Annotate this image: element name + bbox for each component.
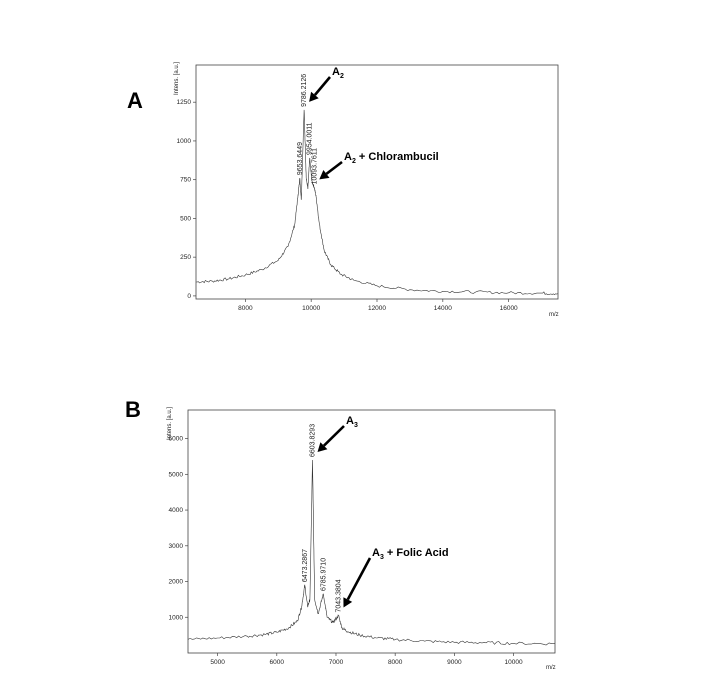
annotation-arrowhead [343, 597, 353, 608]
plot-frame [195, 64, 559, 300]
annotation-arrowhead [319, 170, 330, 180]
y-axis-title: Intens. [a.u.] [174, 62, 180, 95]
y-tick-label: 250 [180, 254, 191, 261]
y-tick-label: 6000 [169, 436, 184, 443]
x-axis-title: m/z [546, 665, 556, 671]
annotation-label: A2 + Chlorambucil [344, 151, 439, 165]
annotation-label: A2 [332, 66, 344, 80]
y-tick-label: 750 [180, 177, 191, 184]
panel-letter: B [125, 397, 141, 422]
annotation-rest: + Chlorambucil [356, 151, 439, 163]
annotation-subscript: 3 [380, 554, 384, 561]
annotation-label: A3 [346, 415, 358, 429]
x-tick-label: 10000 [505, 659, 523, 666]
x-tick-label: 12000 [368, 305, 386, 312]
y-tick-label: 2000 [169, 579, 184, 586]
panel-letter: A [127, 88, 143, 113]
annotation-rest: + Folic Acid [384, 547, 449, 559]
x-tick-label: 10000 [302, 305, 320, 312]
peak-labels: 6473.2867 6603.8293 6785.9710 7043.3804 [302, 424, 343, 613]
panel-b: B Intens. [a.u.] m/z 5000 6000 7000 8000 900… [125, 397, 556, 671]
x-tick-label: 16000 [500, 305, 518, 312]
spectrum-trace [187, 459, 555, 646]
annotation-label: A3 + Folic Acid [372, 547, 449, 561]
panel-a: A Intens. [a.u.] m/z 8000 10000 12000 14000… [127, 62, 559, 318]
peak-label: 6603.8293 [310, 424, 317, 457]
peak-label: 6473.2867 [302, 549, 309, 582]
annotation-main: A [346, 415, 354, 427]
annotation-main: A [372, 547, 380, 559]
annotation-main: A [332, 66, 340, 78]
x-tick-label: 9000 [447, 659, 462, 666]
y-tick-label: 500 [180, 215, 191, 222]
annotation-subscript: 3 [354, 422, 358, 429]
peak-label: 7043.3804 [336, 579, 343, 612]
x-tick-label: 7000 [329, 659, 344, 666]
peak-label: 10093.7611 [311, 148, 318, 185]
annotation-arrow [346, 557, 372, 601]
x-tick-label: 14000 [434, 305, 452, 312]
peak-label: 9954.0011 [307, 122, 314, 155]
annotation-arrow [313, 76, 331, 96]
peak-label: 9653.6449 [297, 142, 304, 175]
y-tick-label: 4000 [169, 507, 184, 514]
annotation-main: A [344, 151, 352, 163]
x-tick-label: 5000 [210, 659, 225, 666]
x-tick-label: 8000 [238, 305, 253, 312]
x-tick-label: 6000 [270, 659, 285, 666]
peak-label: 6785.9710 [320, 558, 327, 591]
peak-label: 9786.2126 [301, 74, 308, 107]
axis-ticks: 5000 6000 7000 8000 9000 10000 1000 2000 3000 400… [169, 436, 523, 666]
spectrum-trace [195, 109, 559, 295]
spectrum [195, 109, 559, 295]
y-axis-title: Intens. [a.u.] [167, 407, 173, 440]
y-tick-label: 1000 [177, 138, 192, 145]
annotation-subscript: 2 [340, 73, 344, 80]
spectrum [187, 459, 555, 646]
annotation-subscript: 2 [352, 158, 356, 165]
plot-frame [187, 409, 556, 654]
y-tick-label: 0 [187, 293, 191, 300]
x-tick-label: 8000 [388, 659, 403, 666]
y-tick-label: 1250 [177, 99, 192, 106]
y-tick-label: 5000 [169, 471, 184, 478]
y-tick-label: 1000 [169, 614, 184, 621]
annotation-arrow [322, 425, 345, 447]
y-tick-label: 3000 [169, 543, 184, 550]
annotation-arrowhead [317, 442, 328, 452]
annotation-arrow [325, 160, 343, 175]
x-axis-title: m/z [549, 312, 559, 318]
axis-ticks: 8000 10000 12000 14000 16000 0 250 500 750 1000 12… [177, 99, 519, 312]
annotation-arrowhead [309, 91, 319, 102]
